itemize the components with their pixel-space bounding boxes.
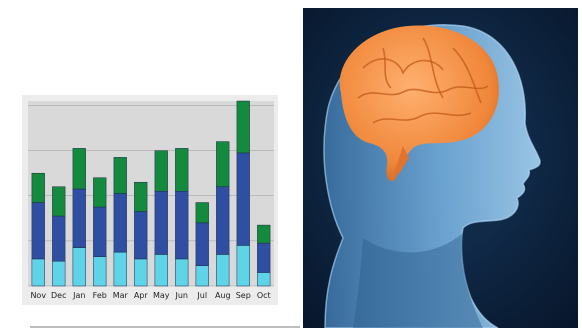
bar-segment-base	[113, 251, 127, 287]
bar-segment-base	[257, 272, 271, 287]
bar-segment-middle	[154, 190, 168, 255]
bar-segment-middle	[93, 206, 107, 257]
x-tick-label: Nov	[30, 291, 46, 300]
x-tick-label: Aug	[215, 291, 231, 300]
head-brain-image	[303, 8, 578, 328]
bar-segment-middle	[216, 186, 230, 255]
bar-segment-top	[72, 148, 86, 190]
brain-illustration	[303, 8, 578, 328]
chart-svg: Nov Dec Jan Feb Mar Apr May Jun Jul Aug Sep Oct	[22, 95, 278, 305]
x-tick-label: Jan	[72, 291, 85, 300]
neck-shadow	[353, 233, 483, 328]
x-tick-label: Dec	[51, 291, 66, 300]
bar-segment-top	[236, 100, 250, 154]
bar-segment-base	[93, 256, 107, 287]
bar-segment-middle	[113, 193, 127, 253]
bar-segment-middle	[195, 222, 209, 266]
bar-segment-top	[113, 157, 127, 194]
bar-segment-base	[216, 254, 230, 287]
x-tick-label: Jun	[175, 291, 189, 300]
bar-segment-base	[72, 247, 86, 287]
brain-folds	[357, 37, 489, 124]
x-tick-label: Oct	[257, 291, 271, 300]
bar-segment-base	[31, 258, 45, 287]
grid-lines	[28, 105, 274, 287]
brain-stem	[391, 146, 409, 180]
x-tick-label: Sep	[236, 291, 251, 300]
x-tick-labels: Nov Dec Jan Feb Mar Apr May Jun Jul Aug Sep Oct	[30, 291, 270, 300]
bar-segment-top	[195, 202, 209, 224]
bar-segment-middle	[175, 190, 189, 260]
bar-segment-top	[175, 148, 189, 192]
bar-segment-base	[236, 245, 250, 287]
bar-segment-middle	[134, 211, 148, 260]
bar-segment-base	[175, 258, 189, 287]
x-tick-label: May	[153, 291, 170, 300]
x-tick-label: Apr	[134, 291, 149, 300]
x-tick-label: Jul	[196, 291, 207, 300]
x-tick-label: Feb	[93, 291, 107, 300]
bar-segment-top	[93, 177, 107, 208]
bar-segment-base	[154, 254, 168, 287]
bar-segment-middle	[52, 215, 66, 262]
stacked-bar-chart: Nov Dec Jan Feb Mar Apr May Jun Jul Aug Sep Oct	[22, 95, 278, 305]
bar-segment-middle	[236, 152, 250, 246]
bar-segment-top	[31, 172, 45, 203]
bar-segment-top	[216, 141, 230, 187]
bar-segment-middle	[257, 242, 271, 273]
bar-segment-base	[195, 265, 209, 287]
bar-segment-top	[154, 150, 168, 192]
bar-segment-base	[52, 260, 66, 287]
bottom-rule	[30, 326, 300, 328]
x-tick-label: Mar	[113, 291, 129, 300]
plot-area	[28, 101, 274, 286]
bar-segment-middle	[72, 188, 86, 248]
bar-segment-top	[257, 224, 271, 244]
bar-segment-top	[52, 186, 66, 217]
bar-segment-top	[134, 181, 148, 212]
bar-segment-middle	[31, 202, 45, 260]
bar-segment-base	[134, 258, 148, 287]
brain-shape	[339, 25, 499, 182]
bars	[31, 100, 271, 287]
